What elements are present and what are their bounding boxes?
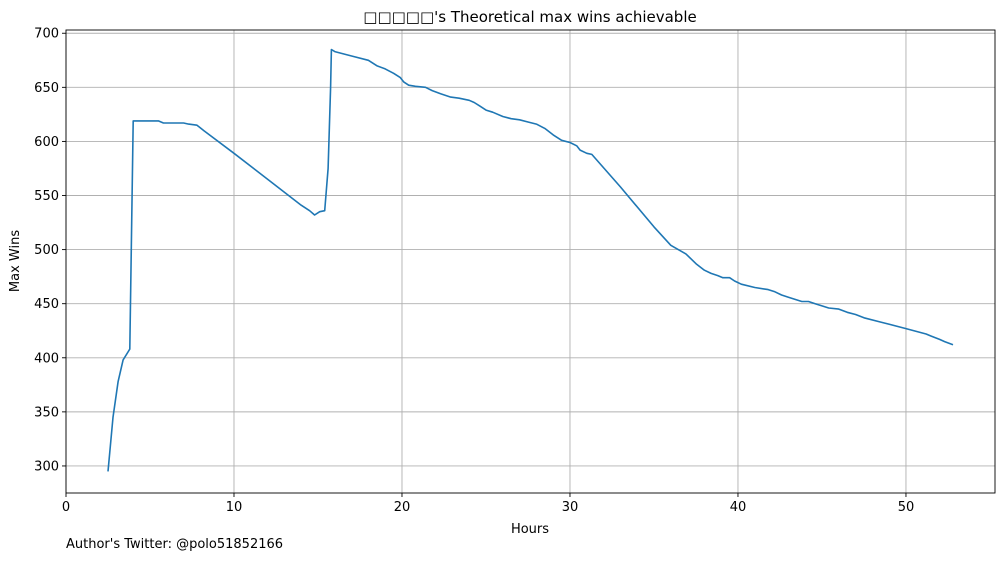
y-tick-label-8: 700 bbox=[34, 27, 59, 42]
chart-title: □□□□□'s Theoretical max wins achievable bbox=[363, 8, 696, 26]
y-tick-label-4: 500 bbox=[34, 243, 59, 258]
y-tick-label-2: 400 bbox=[34, 351, 59, 366]
x-tick-label-5: 50 bbox=[898, 500, 915, 515]
y-tick-label-3: 450 bbox=[34, 297, 59, 312]
x-axis-label: Hours bbox=[511, 522, 549, 537]
y-tick-label-0: 300 bbox=[34, 459, 59, 474]
x-tick-label-1: 10 bbox=[226, 500, 243, 515]
author-credit: Author's Twitter: @polo51852166 bbox=[66, 537, 284, 552]
y-tick-label-6: 600 bbox=[34, 135, 59, 150]
x-tick-label-3: 30 bbox=[562, 500, 579, 515]
x-tick-label-4: 40 bbox=[730, 500, 747, 515]
y-axis-label: Max Wins bbox=[8, 230, 23, 292]
x-tick-label-0: 0 bbox=[62, 500, 70, 515]
max-wins-line bbox=[107, 48, 954, 472]
x-tick-label-2: 20 bbox=[394, 500, 411, 515]
y-axis-ticks: 300 350 400 450 500 550 600 650 700 bbox=[34, 27, 66, 474]
y-tick-label-7: 650 bbox=[34, 81, 59, 96]
plot-background bbox=[66, 30, 995, 493]
y-tick-label-1: 350 bbox=[34, 405, 59, 420]
y-gridlines bbox=[66, 32, 995, 467]
plot-frame bbox=[65, 29, 996, 494]
x-axis-ticks: 0 10 20 30 40 50 bbox=[62, 493, 914, 515]
y-tick-label-5: 550 bbox=[34, 189, 59, 204]
